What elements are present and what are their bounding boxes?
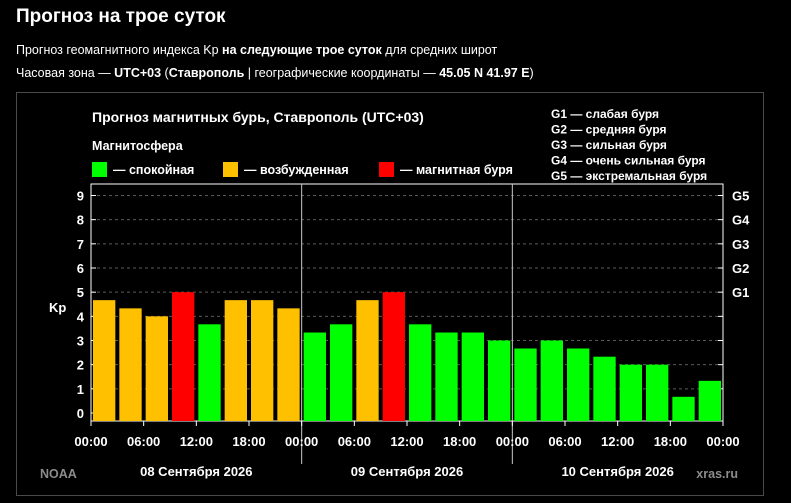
bar-6	[251, 300, 274, 421]
bar-8	[303, 332, 326, 421]
bar-22	[672, 396, 695, 421]
chart-panel: Прогноз магнитных бурь, Ставрополь (UTC+…	[16, 92, 764, 496]
chart-title: Прогноз магнитных бурь, Ставрополь (UTC+…	[92, 109, 424, 125]
bar-9	[330, 324, 353, 421]
x-tick-label-4: 00:00	[285, 434, 318, 449]
g-label-G2: G2	[732, 261, 749, 276]
plot-area: 0 1 2 3 4 5 6 7 8 9 G1 G2 G3 G4 G5 00:00 06:00 12:00 18:00…	[74, 183, 750, 479]
bar-12	[409, 324, 432, 421]
bar-18	[567, 348, 590, 421]
y-tick-label-3: 3	[77, 334, 84, 349]
bar-20	[619, 364, 642, 421]
y-tick-label-2: 2	[77, 358, 84, 373]
x-tick-label-11: 18:00	[654, 434, 687, 449]
page-title: Прогноз на трое суток	[16, 6, 226, 27]
g-legend-item-2: G2 — средняя буря	[551, 123, 667, 137]
y-axis-label: Kp	[49, 300, 66, 315]
kp-forecast-chart: Прогноз магнитных бурь, Ставрополь (UTC+…	[40, 107, 750, 481]
bar-14	[461, 332, 484, 421]
legend: — спокойная — возбужденная — магнитная бур…	[92, 162, 513, 177]
legend-label-storm: — магнитная буря	[400, 163, 513, 177]
bar-2	[145, 316, 168, 421]
g-legend-item-3: G3 — сильная буря	[551, 138, 667, 152]
x-tick-label-9: 06:00	[548, 434, 581, 449]
bar-13	[435, 332, 458, 421]
bar-7	[277, 308, 300, 421]
y-tick-label-1: 1	[77, 382, 84, 397]
legend-swatch-storm	[379, 162, 394, 177]
bar-1	[119, 308, 142, 421]
bar-21	[646, 364, 669, 421]
g-legend-item-1: G1 — слабая буря	[551, 107, 659, 121]
g-label-G3: G3	[732, 237, 749, 252]
day-label-1: 09 Сентября 2026	[351, 464, 463, 479]
y-tick-label-4: 4	[77, 309, 85, 324]
legend-title: Магнитосфера	[92, 139, 184, 153]
x-tick-label-7: 18:00	[443, 434, 476, 449]
x-tick-label-1: 06:00	[127, 434, 160, 449]
bar-17	[540, 340, 563, 421]
legend-swatch-calm	[92, 162, 107, 177]
y-tick-label-9: 9	[77, 189, 84, 204]
desc-text-bold: на следующие трое суток	[222, 43, 382, 57]
tz-mid2: | географические координаты —	[244, 66, 440, 80]
timezone-info: Часовая зона — UTC+03 (Ставрополь | геог…	[16, 66, 534, 80]
x-tick-label-3: 18:00	[232, 434, 265, 449]
bar-19	[593, 356, 616, 421]
y-tick-label-8: 8	[77, 213, 84, 228]
bar-5	[224, 300, 247, 421]
y-tick-label-6: 6	[77, 261, 84, 276]
day-label-0: 08 Сентября 2026	[140, 464, 252, 479]
x-tick-label-10: 12:00	[601, 434, 634, 449]
x-tick-label-0: 00:00	[74, 434, 107, 449]
desc-text-post: для средних широт	[381, 43, 498, 57]
y-tick-label-7: 7	[77, 237, 84, 252]
tz-post: )	[529, 66, 534, 80]
g-label-G1: G1	[732, 285, 749, 300]
bar-0	[93, 300, 116, 421]
legend-label-calm: — спокойная	[113, 163, 194, 177]
y-tick-label-5: 5	[77, 285, 84, 300]
bar-4	[198, 324, 221, 421]
bar-23	[698, 380, 721, 421]
g-label-G4: G4	[732, 213, 750, 228]
city-name: Ставрополь	[168, 66, 245, 80]
bar-15	[488, 340, 511, 421]
x-tick-label-12: 00:00	[706, 434, 739, 449]
x-tick-label-6: 12:00	[390, 434, 423, 449]
day-label-2: 10 Сентября 2026	[561, 464, 673, 479]
tz-value: UTC+03	[114, 66, 162, 80]
tz-mid1: (	[161, 66, 169, 80]
bar-10	[356, 300, 379, 421]
coordinates: 45.05 N 41.97 E	[439, 66, 530, 80]
bar-3	[172, 292, 195, 421]
source-xras: xras.ru	[696, 467, 738, 481]
x-tick-label-2: 12:00	[180, 434, 213, 449]
g-label-G5: G5	[732, 189, 749, 204]
g-legend-item-4: G4 — очень сильная буря	[551, 154, 706, 168]
x-tick-label-5: 06:00	[338, 434, 371, 449]
bar-16	[514, 348, 537, 421]
legend-label-excited: — возбужденная	[244, 163, 349, 177]
desc-text-pre: Прогноз геомагнитного индекса Kp	[16, 43, 223, 57]
bar-11	[382, 292, 405, 421]
y-tick-label-0: 0	[77, 406, 84, 421]
legend-swatch-excited	[223, 162, 238, 177]
g-legend-item-5: G5 — экстремальная буря	[551, 169, 707, 183]
x-tick-label-8: 00:00	[496, 434, 529, 449]
source-noaa: NOAA	[40, 467, 77, 481]
forecast-description: Прогноз геомагнитного индекса Kp на след…	[16, 43, 497, 57]
tz-pre: Часовая зона —	[16, 66, 115, 80]
